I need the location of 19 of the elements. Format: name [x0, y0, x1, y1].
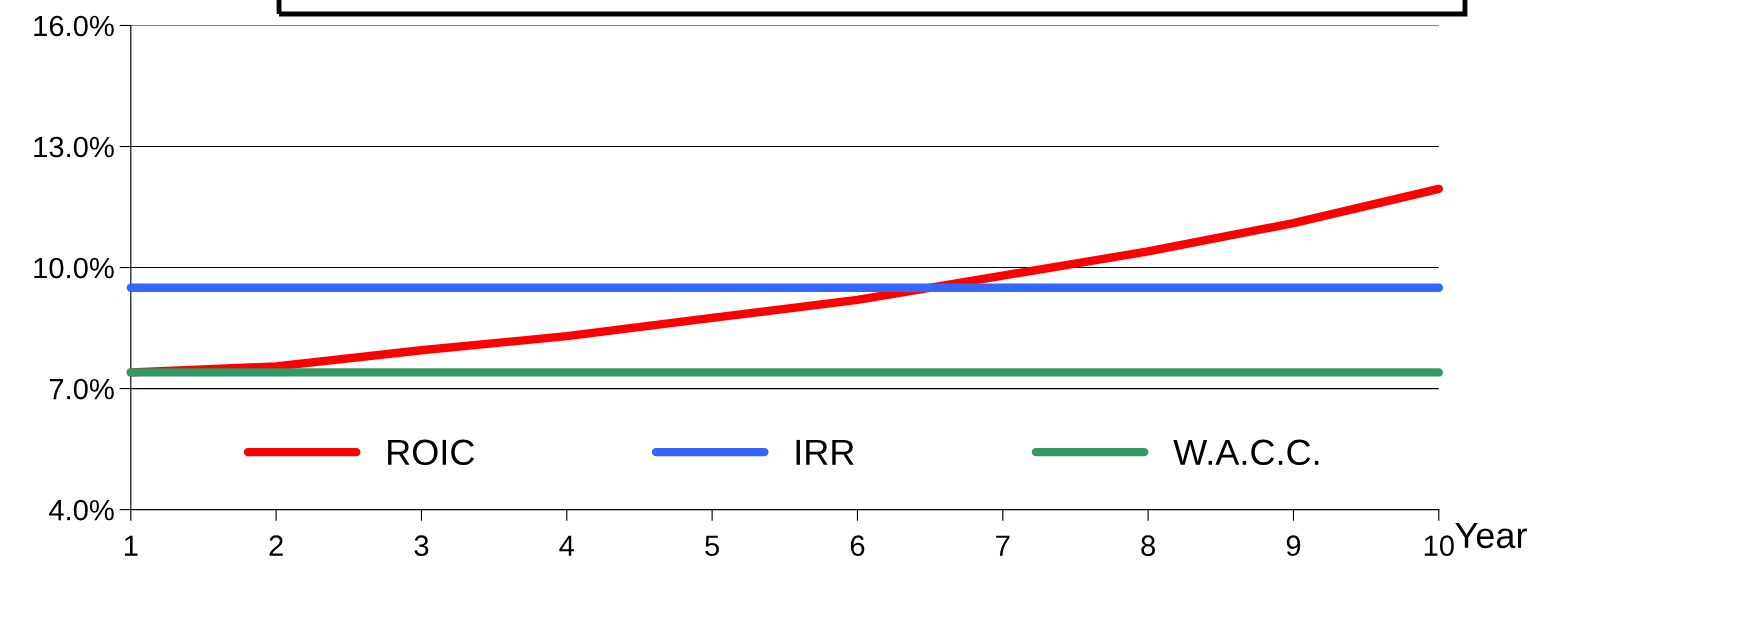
y-tick-label: 10.0%	[34, 257, 114, 279]
x-tick-label: 5	[705, 535, 720, 557]
y-tick-label: 4.0%	[49, 499, 114, 521]
x-tick-label: 6	[850, 535, 865, 557]
x-tick-label: 2	[269, 535, 283, 556]
x-tick-label: 4	[559, 535, 575, 556]
x-tick-label: 10	[1424, 535, 1454, 557]
legend-label: ROIC	[388, 439, 475, 466]
y-tick-label: 13.0%	[34, 136, 114, 158]
x-axis-title: Year	[1455, 523, 1527, 549]
x-tick-label: 8	[1141, 535, 1155, 557]
x-tick-label: 1	[124, 535, 138, 556]
legend-label: W.A.C.C.	[1173, 439, 1319, 466]
y-tick-label: 16.0%	[34, 15, 114, 37]
y-tick-label: 7.0%	[49, 378, 114, 400]
x-tick-label: 7	[996, 535, 1010, 556]
x-tick-label: 3	[414, 535, 429, 557]
x-tick-label: 9	[1286, 535, 1301, 557]
legend-label: IRR	[796, 439, 854, 465]
